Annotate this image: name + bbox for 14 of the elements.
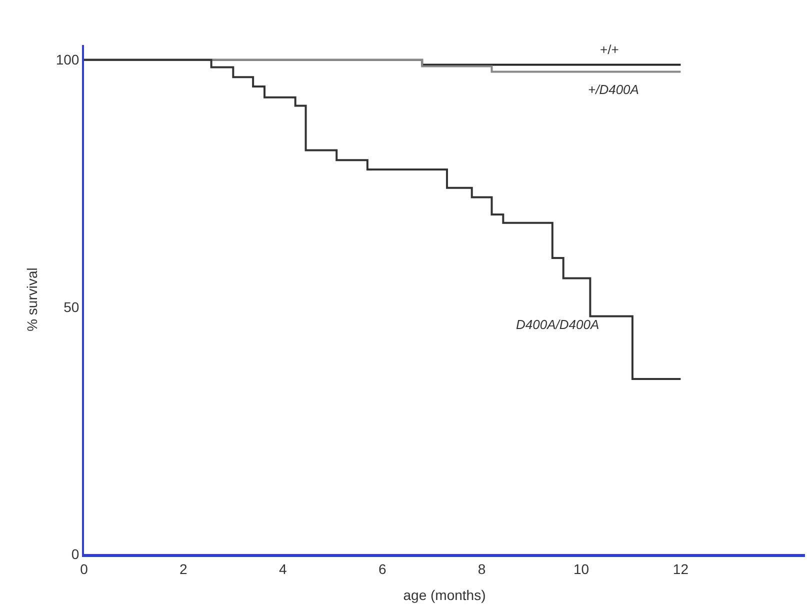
x-tick-label: 8 [478, 560, 486, 577]
y-tick-label: 50 [64, 298, 80, 315]
x-tick-label: 6 [378, 560, 386, 577]
series-label: +/+ [600, 42, 619, 57]
x-tick-label: 12 [672, 560, 689, 577]
x-tick-label: 2 [180, 560, 188, 577]
x-tick-label: 4 [279, 560, 287, 577]
x-tick-label: 10 [573, 560, 590, 577]
series-label: +/D400A [588, 82, 639, 97]
x-axis-title: age (months) [403, 587, 486, 604]
y-tick-label: 0 [71, 546, 80, 562]
series-label: D400A/D400A [516, 317, 600, 332]
y-tick-label: 100 [56, 52, 80, 68]
y-axis-title: % survival [24, 268, 40, 332]
